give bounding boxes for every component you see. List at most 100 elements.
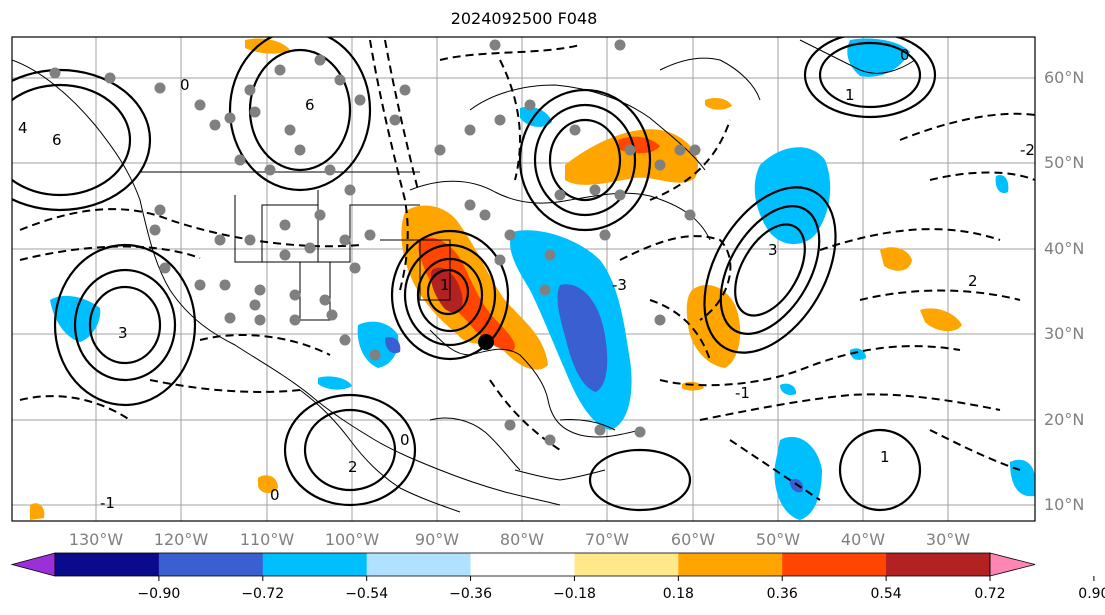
station-dot <box>249 106 261 118</box>
contour-label: 2 <box>348 458 358 476</box>
station-dot <box>319 294 331 306</box>
negative-anomaly-region <box>754 147 831 245</box>
contour-label: 2 <box>968 272 978 290</box>
colorbar-tick-label: 0.72 <box>974 586 1005 602</box>
station-dot <box>504 419 516 431</box>
colorbar-segment <box>574 553 679 576</box>
contour-label: 6 <box>305 96 315 114</box>
colorbar-tick-label: 0.36 <box>767 586 798 602</box>
negative-anomaly-region <box>780 383 797 395</box>
contour-labels: 1 3 3 2 6 4 6 1 1 -3 -1 0 0 0 -2 2 -1 0 <box>18 46 1035 512</box>
station-dot <box>254 314 266 326</box>
negative-anomaly-region <box>995 174 1009 194</box>
contour-label: 6 <box>52 131 62 149</box>
station-dot <box>249 299 261 311</box>
station-dot <box>279 249 291 261</box>
station-dot <box>209 119 221 131</box>
negative-anomaly-region <box>774 436 822 520</box>
station-dot <box>364 229 376 241</box>
negative-anomaly-region <box>520 106 552 127</box>
negative-anomaly-core <box>385 337 401 354</box>
station-dot <box>344 184 356 196</box>
longitude-label: 90°W <box>415 530 459 549</box>
longitude-label: 70°W <box>585 530 629 549</box>
longitude-label: 80°W <box>500 530 544 549</box>
colorbar-segment <box>262 553 368 576</box>
latitude-labels: 60°N 50°N 40°N 30°N 20°N 10°N <box>1044 68 1084 514</box>
station-dot <box>154 204 166 216</box>
contour-label: -1 <box>100 494 115 512</box>
station-dot <box>464 199 476 211</box>
contour-label: 4 <box>18 119 28 137</box>
colorbar-segment <box>55 553 160 576</box>
colorbar-segment <box>470 553 575 576</box>
contour-label: 0 <box>900 46 910 64</box>
longitude-label: 30°W <box>926 530 970 549</box>
positive-anomaly-region <box>880 247 912 271</box>
contour-label: 1 <box>845 86 855 104</box>
station-dot <box>104 72 116 84</box>
contour-label: 0 <box>180 76 190 94</box>
station-dot <box>689 144 701 156</box>
map-border <box>11 36 1036 522</box>
station-dot <box>599 229 611 241</box>
latitude-label: 30°N <box>1044 324 1084 343</box>
longitude-label: 130°W <box>69 530 124 549</box>
colorbar-segment <box>366 553 472 576</box>
storm-center-marker <box>478 334 494 350</box>
latitude-label: 40°N <box>1044 239 1084 258</box>
colorbar-tick-label: −0.72 <box>241 586 284 602</box>
contour-label: 3 <box>768 241 778 259</box>
station-dot <box>244 234 256 246</box>
station-dot <box>464 124 476 136</box>
colorbar-tick-label: 0.18 <box>663 586 694 602</box>
coastlines <box>12 39 916 513</box>
station-dot <box>494 254 506 266</box>
station-dot <box>489 39 501 51</box>
negative-anomaly-region <box>318 376 352 390</box>
station-dot <box>284 124 296 136</box>
station-dot <box>544 249 556 261</box>
colorbar-segment <box>158 553 264 576</box>
station-dot <box>234 154 246 166</box>
colorbar-tick-label: −0.36 <box>449 586 492 602</box>
station-dot <box>219 279 231 291</box>
station-dot <box>224 312 236 324</box>
positive-anomaly-region <box>245 38 290 54</box>
station-dot <box>334 74 346 86</box>
station-dot <box>264 164 276 176</box>
colorbar-tick-label: 0.90 <box>1078 586 1105 602</box>
station-dot <box>554 189 566 201</box>
negative-anomaly-region <box>850 348 866 360</box>
station-dot <box>214 234 226 246</box>
colorbar-extension-low <box>10 552 56 577</box>
latitude-label: 60°N <box>1044 68 1084 87</box>
station-dot <box>154 82 166 94</box>
station-dot <box>294 144 306 156</box>
negative-anomaly-core <box>789 478 804 493</box>
station-dot <box>654 314 666 326</box>
colorbar-tick-labels: −0.90 −0.72 −0.54 −0.36 −0.18 0.18 0.36 0.54 0.7… <box>137 576 1105 602</box>
longitude-label: 120°W <box>154 530 209 549</box>
station-dot <box>594 424 606 436</box>
station-dot <box>314 209 326 221</box>
anomaly-shading <box>30 38 1035 520</box>
station-dot <box>339 234 351 246</box>
station-dot <box>504 229 516 241</box>
positive-anomaly-region <box>565 129 699 185</box>
station-dot <box>354 94 366 106</box>
station-dot <box>389 114 401 126</box>
positive-anomaly-region <box>258 475 278 494</box>
longitude-label: 50°W <box>756 530 800 549</box>
station-dot <box>254 284 266 296</box>
station-dot <box>274 64 286 76</box>
station-dot <box>324 164 336 176</box>
contours-dashed <box>19 39 1035 501</box>
station-dot <box>399 84 411 96</box>
station-dot <box>49 67 61 79</box>
station-dot <box>544 434 556 446</box>
station-markers <box>49 39 701 446</box>
contour-label: 3 <box>118 324 128 342</box>
station-dot <box>304 242 316 254</box>
